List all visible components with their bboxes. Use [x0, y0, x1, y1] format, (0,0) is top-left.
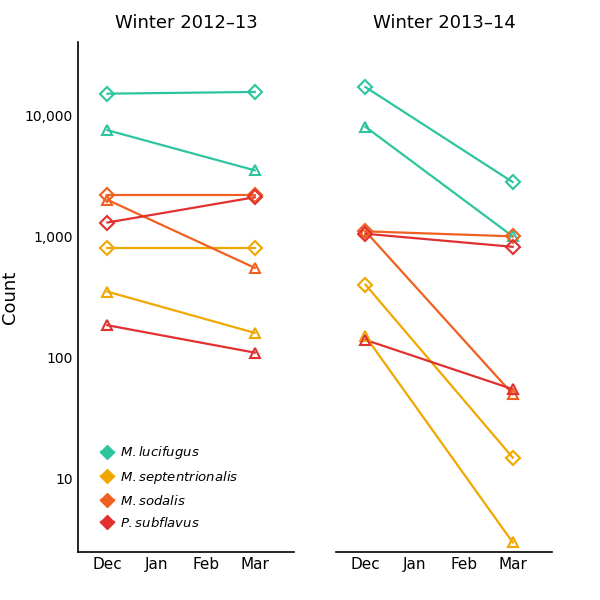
Title: Winter 2012–13: Winter 2012–13 [115, 14, 257, 32]
Y-axis label: Count: Count [1, 271, 19, 323]
Legend: $\mathit{M. lucifugus}$, $\mathit{M. septentrionalis}$, $\mathit{M. sodalis}$, $: $\mathit{M. lucifugus}$, $\mathit{M. sep… [95, 439, 244, 535]
Title: Winter 2013–14: Winter 2013–14 [373, 14, 515, 32]
